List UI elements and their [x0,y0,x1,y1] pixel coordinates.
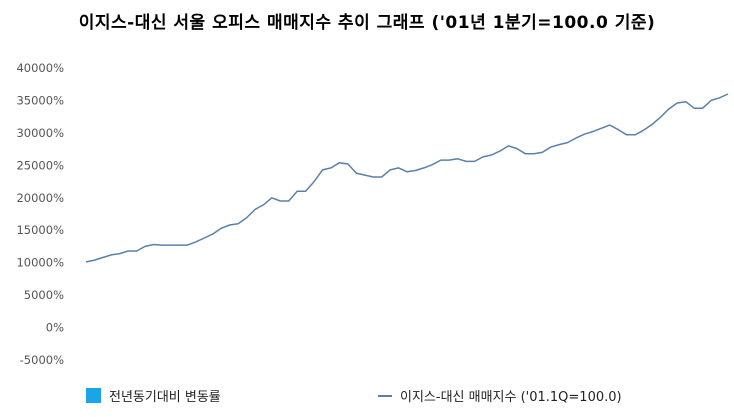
legend-line-swatch [378,394,392,397]
y-axis-ticks: 40000% 35000% 30000% 25000% 20000% 15000% 1000… [16,61,64,367]
index-series-line [85,93,729,263]
y-tick-label: 30000% [16,126,64,140]
legend-item-bar-series: 전년동기대비 변동률 [86,386,221,405]
y-tick-label: 15000% [16,223,64,237]
y-tick-label: -5000% [20,353,64,367]
y-tick-label: 5000% [24,288,64,302]
chart-title: 이지스-대신 서울 오피스 매매지수 추이 그래프 ('01년 1분기=100.… [78,13,656,33]
y-tick-label: 35000% [16,93,64,107]
legend-line-label: 이지스-대신 매매지수 ('01.1Q=100.0) [400,390,622,405]
y-tick-label: 20000% [16,191,64,205]
y-tick-label: 0% [46,321,64,335]
legend-bar-swatch [86,388,101,403]
y-tick-label: 10000% [16,256,64,270]
y-tick-label: 25000% [16,158,64,172]
legend-item-line-series: 이지스-대신 매매지수 ('01.1Q=100.0) [378,386,622,405]
chart-svg: 40000% 35000% 30000% 25000% 20000% 15000% 1000… [16,61,729,367]
legend-bar-label: 전년동기대비 변동률 [109,390,221,405]
y-tick-label: 40000% [16,61,64,75]
